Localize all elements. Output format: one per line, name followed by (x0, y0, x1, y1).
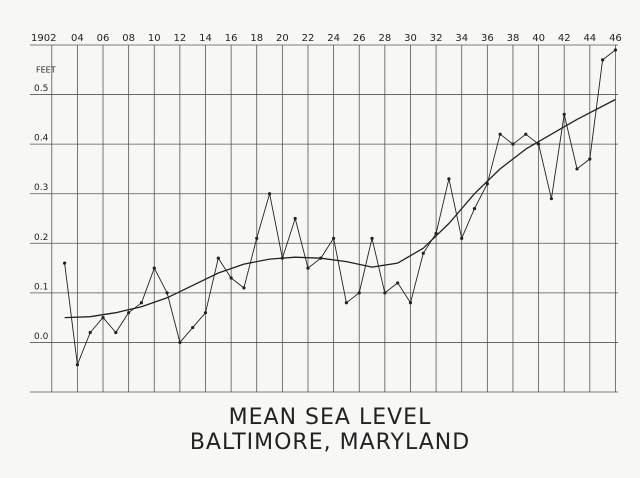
data-point (88, 330, 92, 335)
data-point (434, 231, 438, 235)
x-tick-label: 26 (353, 33, 366, 44)
y-tick-label: 0.3 (34, 183, 48, 193)
data-point (562, 112, 566, 116)
x-tick-label: 36 (481, 33, 494, 44)
x-tick-label: 22 (302, 33, 315, 44)
x-tick-label: 12 (174, 33, 187, 44)
data-point (396, 281, 400, 285)
data-point (178, 340, 182, 345)
data-point (293, 216, 297, 221)
data-point (408, 301, 413, 305)
x-tick-label: 1902 (31, 33, 56, 44)
x-tick-label: 30 (404, 33, 417, 44)
x-tick-label: 42 (558, 33, 571, 44)
y-axis-label: FEET (36, 66, 56, 75)
data-point (229, 276, 233, 280)
x-tick-label: 32 (430, 33, 443, 44)
x-tick-label: 24 (327, 33, 340, 44)
x-tick-label: 40 (532, 33, 545, 44)
x-tick-label: 06 (97, 33, 110, 44)
data-point (485, 182, 489, 186)
x-tick-label: 04 (71, 33, 84, 44)
data-point (549, 197, 553, 201)
x-tick-label: 14 (199, 33, 212, 44)
data-point (344, 301, 349, 305)
data-point (421, 251, 425, 255)
data-point (267, 192, 272, 196)
data-point (203, 311, 208, 315)
data-point (524, 132, 528, 136)
data-point (511, 142, 515, 146)
data-point (613, 48, 618, 52)
data-point (255, 236, 259, 240)
x-tick-label: 38 (507, 33, 520, 44)
data-point (357, 291, 361, 295)
x-tick-label: 08 (122, 33, 135, 44)
data-point (588, 157, 592, 161)
x-tick-label: 10 (148, 33, 161, 44)
x-tick-label: 18 (250, 33, 263, 44)
data-point (101, 316, 105, 320)
data-point (152, 266, 156, 270)
chart-title: MEAN SEA LEVEL (229, 405, 432, 430)
chart-subtitle: BALTIMORE, MARYLAND (190, 430, 470, 455)
data-point (216, 256, 220, 260)
y-tick-label: 0.4 (34, 134, 49, 144)
x-tick-label: 16 (225, 33, 238, 44)
data-point (370, 236, 374, 240)
data-point (191, 325, 195, 330)
x-tick-label: 44 (583, 33, 596, 44)
data-point (62, 261, 67, 265)
data-point (383, 291, 387, 295)
data-point (447, 177, 451, 181)
data-point (75, 363, 79, 367)
x-tick-label: 34 (455, 33, 468, 44)
data-point (242, 286, 246, 290)
data-point (536, 142, 541, 146)
series-line (64, 98, 616, 319)
data-point (127, 311, 131, 315)
data-point (460, 236, 464, 240)
data-point (498, 132, 502, 136)
x-tick-label: 20 (276, 33, 289, 44)
series-line (64, 49, 616, 366)
data-point (306, 266, 310, 270)
x-tick-label: 28 (378, 33, 391, 44)
data-point (139, 301, 144, 305)
data-point (575, 167, 579, 171)
y-tick-label: 0.2 (34, 233, 48, 243)
y-tick-label: 0.5 (34, 84, 48, 94)
data-point (601, 58, 605, 62)
data-point (165, 291, 169, 295)
y-tick-label: 0.0 (34, 332, 49, 342)
data-point (114, 330, 118, 335)
y-tick-label: 0.1 (34, 282, 48, 292)
data-point (472, 206, 477, 211)
data-point (332, 236, 336, 240)
x-tick-label: 46 (609, 33, 622, 44)
